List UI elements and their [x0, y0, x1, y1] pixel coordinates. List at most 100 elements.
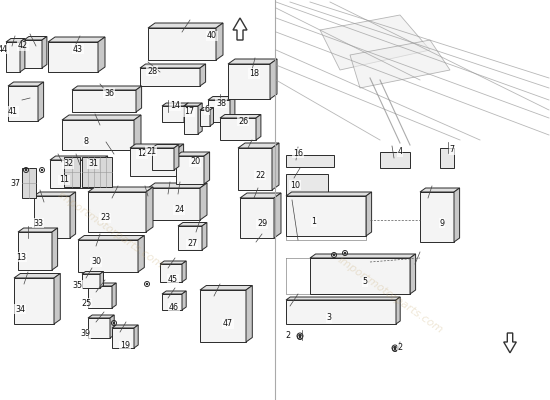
Text: 13: 13: [16, 252, 26, 262]
Text: 5: 5: [362, 278, 367, 286]
Circle shape: [394, 348, 396, 350]
Text: 37: 37: [10, 178, 20, 188]
Polygon shape: [176, 156, 204, 184]
Text: 10: 10: [290, 180, 300, 190]
Polygon shape: [148, 188, 200, 220]
Polygon shape: [238, 143, 279, 148]
Text: 8: 8: [84, 136, 89, 146]
Text: 7: 7: [449, 146, 454, 154]
Polygon shape: [6, 38, 25, 42]
Polygon shape: [174, 144, 179, 170]
Text: 22: 22: [255, 170, 265, 180]
Text: 44: 44: [0, 44, 8, 54]
Polygon shape: [78, 236, 144, 240]
Polygon shape: [420, 188, 460, 192]
Circle shape: [113, 322, 115, 324]
Text: 9: 9: [439, 218, 444, 228]
Polygon shape: [320, 15, 430, 70]
Circle shape: [299, 336, 301, 338]
Polygon shape: [24, 40, 42, 68]
Polygon shape: [100, 272, 103, 288]
Text: 45: 45: [168, 274, 178, 284]
Circle shape: [394, 347, 396, 349]
Text: 11: 11: [59, 176, 69, 184]
Polygon shape: [286, 155, 334, 167]
Polygon shape: [112, 283, 116, 308]
Text: 19: 19: [120, 342, 130, 350]
Polygon shape: [178, 226, 202, 250]
Polygon shape: [286, 196, 366, 236]
Text: 25: 25: [81, 298, 91, 308]
Polygon shape: [138, 236, 144, 272]
Polygon shape: [440, 148, 454, 168]
Polygon shape: [82, 274, 100, 288]
Polygon shape: [233, 18, 247, 40]
Polygon shape: [50, 156, 108, 160]
Polygon shape: [62, 115, 141, 120]
Polygon shape: [88, 318, 110, 338]
Polygon shape: [148, 23, 223, 28]
Polygon shape: [162, 291, 186, 294]
Polygon shape: [112, 325, 138, 328]
Polygon shape: [396, 297, 400, 324]
Polygon shape: [410, 254, 416, 294]
Text: 3: 3: [327, 314, 332, 322]
Polygon shape: [52, 228, 58, 270]
Polygon shape: [178, 222, 207, 226]
Polygon shape: [240, 193, 281, 198]
Polygon shape: [286, 297, 400, 300]
Text: 1: 1: [311, 218, 316, 226]
Polygon shape: [202, 222, 207, 250]
Polygon shape: [14, 274, 60, 278]
Text: 43: 43: [73, 44, 83, 54]
Text: 23: 23: [100, 214, 110, 222]
Polygon shape: [42, 36, 47, 68]
Text: 26: 26: [238, 116, 248, 126]
Text: 2: 2: [285, 332, 290, 340]
Polygon shape: [230, 96, 235, 122]
Polygon shape: [88, 286, 112, 308]
Text: 42: 42: [18, 42, 28, 50]
Polygon shape: [200, 108, 213, 110]
Polygon shape: [162, 106, 184, 122]
Text: 21: 21: [146, 146, 156, 156]
Polygon shape: [88, 192, 146, 232]
Polygon shape: [146, 187, 153, 232]
Text: 17: 17: [184, 108, 194, 116]
Polygon shape: [130, 144, 184, 148]
Polygon shape: [62, 120, 134, 150]
Polygon shape: [454, 188, 460, 242]
Text: 47: 47: [223, 320, 233, 328]
Polygon shape: [208, 96, 235, 100]
Polygon shape: [110, 315, 114, 338]
Polygon shape: [48, 37, 105, 42]
Polygon shape: [136, 86, 141, 112]
Polygon shape: [200, 64, 206, 86]
Polygon shape: [182, 261, 186, 282]
Polygon shape: [198, 103, 202, 134]
Polygon shape: [176, 152, 210, 156]
Polygon shape: [178, 144, 184, 176]
Polygon shape: [310, 254, 416, 258]
Text: 39: 39: [80, 330, 90, 338]
Polygon shape: [238, 148, 272, 190]
Text: 35: 35: [72, 280, 82, 290]
Polygon shape: [24, 36, 47, 40]
Text: 6: 6: [205, 106, 210, 114]
Polygon shape: [130, 148, 178, 176]
Polygon shape: [64, 157, 80, 187]
Polygon shape: [380, 152, 410, 168]
Polygon shape: [208, 100, 230, 122]
Polygon shape: [216, 23, 223, 60]
Polygon shape: [88, 283, 116, 286]
Text: 41: 41: [8, 107, 18, 116]
Text: 36: 36: [104, 88, 114, 98]
Polygon shape: [162, 294, 182, 310]
Polygon shape: [148, 28, 216, 60]
Polygon shape: [6, 42, 20, 72]
Polygon shape: [102, 156, 108, 188]
Polygon shape: [228, 64, 270, 99]
Polygon shape: [72, 86, 141, 90]
Polygon shape: [88, 315, 114, 318]
Polygon shape: [48, 42, 98, 72]
